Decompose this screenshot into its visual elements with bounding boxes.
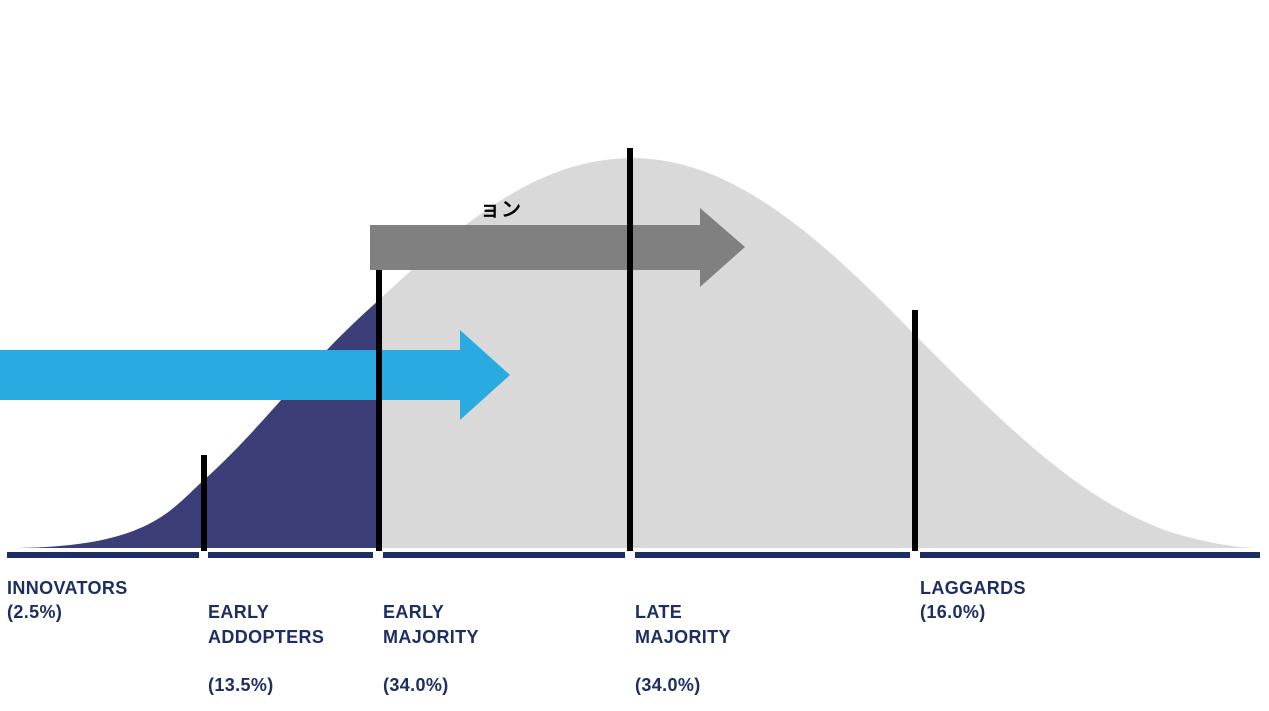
label-innovators-pct: (2.5%) (7, 600, 128, 624)
label-laggards-pct: (16.0%) (920, 600, 1026, 624)
label-early-majority: EARLY MAJORITY (34.0%) (383, 576, 479, 711)
label-late-majority: LATE MAJORITY (34.0%) (635, 576, 731, 711)
label-laggards: LAGGARDS (16.0%) (920, 576, 1026, 625)
label-innovators-name: INNOVATORS (7, 578, 128, 598)
label-late-majority-pct: (34.0%) (635, 673, 731, 697)
arrow-gray-caption: ョン (480, 193, 522, 222)
label-innovators: INNOVATORS (2.5%) (7, 576, 128, 625)
label-early-majority-pct: (34.0%) (383, 673, 479, 697)
label-early-majority-name: EARLY MAJORITY (383, 600, 479, 649)
diffusion-chart: ョン INNOVATORS (2.5%) EARLY ADDOPTERS (13… (0, 0, 1269, 711)
label-late-majority-name: LATE MAJORITY (635, 600, 731, 649)
label-early-adopters-name: EARLY ADDOPTERS (208, 600, 324, 649)
label-early-adopters: EARLY ADDOPTERS (13.5%) (208, 576, 324, 711)
label-laggards-name: LAGGARDS (920, 578, 1026, 598)
label-early-adopters-pct: (13.5%) (208, 673, 324, 697)
